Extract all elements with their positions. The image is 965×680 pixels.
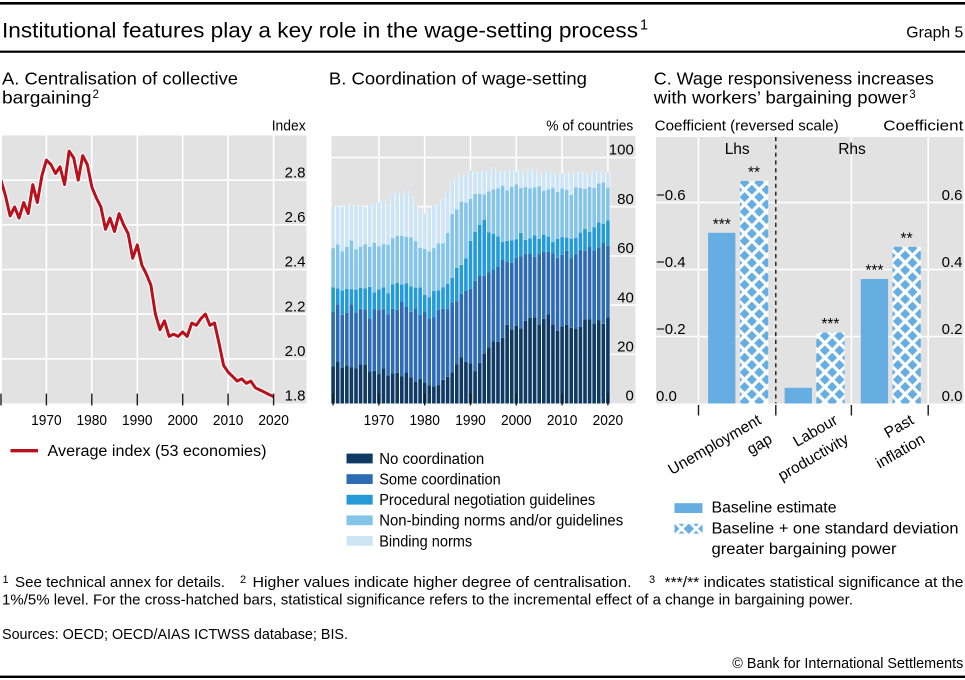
svg-text:Binding norms: Binding norms bbox=[379, 533, 472, 550]
svg-text:B. Coordination of wage-settin: B. Coordination of wage-setting bbox=[329, 68, 587, 88]
svg-text:Sources: OECD; OECD/AIAS ICTWS: Sources: OECD; OECD/AIAS ICTWSS database… bbox=[2, 626, 348, 643]
svg-text:2: 2 bbox=[240, 574, 246, 586]
svg-text:60: 60 bbox=[617, 240, 634, 257]
svg-text:% of countries: % of countries bbox=[546, 118, 633, 134]
svg-text:−0.4: −0.4 bbox=[656, 254, 686, 271]
svg-text:2.2: 2.2 bbox=[285, 298, 306, 315]
svg-text:2.0: 2.0 bbox=[285, 343, 306, 360]
svg-text:with workers’ bargaining power: with workers’ bargaining power bbox=[653, 87, 908, 107]
svg-text:C. Wage responsiveness increas: C. Wage responsiveness increases bbox=[654, 68, 934, 88]
svg-text:Coefficient: Coefficient bbox=[883, 118, 963, 134]
svg-text:Institutional features play a: Institutional features play a key role i… bbox=[2, 20, 638, 43]
svg-text:1%/5% level. For the cross-hat: 1%/5% level. For the cross-hatched bars,… bbox=[2, 592, 853, 609]
svg-text:−0.6: −0.6 bbox=[656, 187, 686, 204]
svg-text:2010: 2010 bbox=[213, 412, 244, 429]
svg-text:3: 3 bbox=[909, 89, 915, 101]
svg-text:100: 100 bbox=[609, 142, 634, 159]
svg-text:0.0: 0.0 bbox=[656, 388, 677, 405]
svg-text:***/** indicates statistical s: ***/** indicates statistical significanc… bbox=[665, 574, 964, 591]
svg-text:inflation: inflation bbox=[873, 431, 928, 472]
svg-text:***: *** bbox=[821, 316, 839, 333]
svg-text:Index: Index bbox=[272, 118, 307, 134]
svg-text:Coefficient (reversed scale): Coefficient (reversed scale) bbox=[655, 118, 839, 134]
svg-text:80: 80 bbox=[617, 191, 634, 208]
svg-text:−0.2: −0.2 bbox=[656, 321, 686, 338]
svg-text:0.6: 0.6 bbox=[942, 187, 963, 204]
svg-text:**: ** bbox=[901, 230, 913, 247]
svg-text:20: 20 bbox=[617, 339, 634, 356]
svg-text:1970: 1970 bbox=[31, 412, 62, 429]
svg-text:3: 3 bbox=[649, 574, 655, 586]
svg-text:© Bank for International Settl: © Bank for International Settlements bbox=[732, 655, 963, 672]
svg-text:Higher values indicate higher: Higher values indicate higher degree of … bbox=[253, 574, 632, 591]
svg-text:1980: 1980 bbox=[409, 412, 440, 429]
svg-text:1990: 1990 bbox=[455, 412, 486, 429]
svg-text:Non-binding norms and/or guide: Non-binding norms and/or guidelines bbox=[379, 513, 623, 530]
svg-text:**: ** bbox=[748, 164, 760, 181]
svg-text:greater bargaining power: greater bargaining power bbox=[712, 541, 897, 558]
svg-text:See technical annex for detail: See technical annex for details. bbox=[15, 574, 225, 591]
svg-text:Baseline + one standard deviat: Baseline + one standard deviation bbox=[712, 521, 959, 538]
svg-text:1980: 1980 bbox=[77, 412, 108, 429]
svg-text:2020: 2020 bbox=[258, 412, 289, 429]
svg-text:2010: 2010 bbox=[547, 412, 578, 429]
svg-text:1: 1 bbox=[640, 18, 648, 34]
svg-text:1970: 1970 bbox=[364, 412, 395, 429]
svg-text:40: 40 bbox=[617, 289, 634, 306]
svg-text:2.8: 2.8 bbox=[285, 164, 306, 181]
svg-text:2020: 2020 bbox=[593, 412, 624, 429]
svg-text:***: *** bbox=[713, 216, 731, 233]
svg-text:2000: 2000 bbox=[501, 412, 532, 429]
svg-text:1990: 1990 bbox=[122, 412, 153, 429]
svg-text:0.2: 0.2 bbox=[942, 321, 963, 338]
svg-text:0.0: 0.0 bbox=[942, 388, 963, 405]
svg-text:Average index (53 economies): Average index (53 economies) bbox=[48, 443, 267, 460]
svg-text:2: 2 bbox=[93, 89, 99, 101]
svg-text:1.8: 1.8 bbox=[285, 388, 306, 405]
svg-text:Lhs: Lhs bbox=[725, 141, 750, 158]
svg-text:2.6: 2.6 bbox=[285, 209, 306, 226]
svg-text:Some coordination: Some coordination bbox=[379, 472, 501, 489]
svg-text:Procedural negotiation guideli: Procedural negotiation guidelines bbox=[379, 492, 595, 509]
svg-text:No coordination: No coordination bbox=[379, 451, 484, 468]
svg-text:***: *** bbox=[865, 262, 883, 279]
svg-text:A. Centralisation of collectiv: A. Centralisation of collective bbox=[2, 68, 238, 88]
svg-text:2.4: 2.4 bbox=[285, 254, 306, 271]
svg-text:bargaining: bargaining bbox=[2, 87, 92, 107]
svg-text:Graph 5: Graph 5 bbox=[906, 25, 963, 42]
svg-text:0: 0 bbox=[625, 388, 633, 405]
svg-text:Baseline estimate: Baseline estimate bbox=[712, 500, 837, 517]
svg-text:2000: 2000 bbox=[167, 412, 198, 429]
svg-text:0.4: 0.4 bbox=[942, 254, 963, 271]
svg-text:1: 1 bbox=[3, 574, 9, 586]
svg-text:Rhs: Rhs bbox=[838, 141, 866, 158]
